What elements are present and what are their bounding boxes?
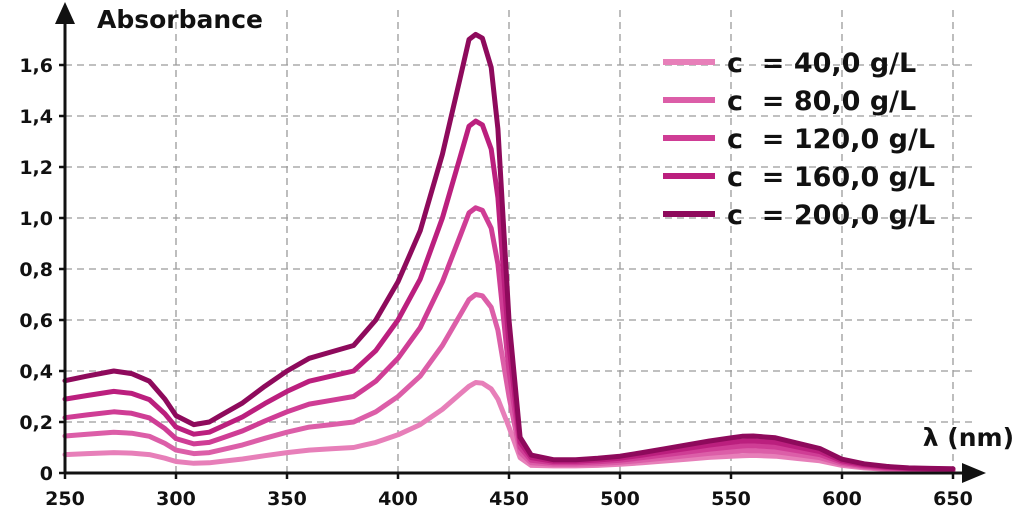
legend-label-4: c = 160,0 g/L	[727, 162, 935, 193]
y-tick-label-0: 0	[40, 463, 53, 485]
series-line-2	[62, 292, 956, 473]
x-tick-label-2: 350	[267, 488, 307, 510]
series-line-3	[62, 205, 956, 473]
legend-label-5: c = 200,0 g/L	[727, 200, 935, 231]
x-tick-label-7: 600	[822, 488, 862, 510]
x-tick-label-1: 300	[156, 488, 196, 510]
y-axis-arrow	[55, 2, 75, 24]
legend: c = 40,0 g/L c = 80,0 g/L c = 120,0 g/L c =…	[663, 48, 935, 231]
series-line-5	[62, 31, 956, 472]
x-tick-label-5: 500	[600, 488, 640, 510]
y-tick-label-2: 0,4	[19, 361, 53, 383]
y-tick-label-1: 0,2	[19, 412, 53, 434]
x-axis-title: λ (nm)	[923, 423, 1014, 452]
y-tick-label-3: 0,6	[19, 310, 53, 332]
series-lines	[62, 31, 956, 474]
axes	[55, 2, 986, 483]
y-tick-label-6: 1,2	[19, 157, 53, 179]
legend-label-2: c = 80,0 g/L	[727, 86, 916, 117]
series-line-4	[62, 118, 956, 472]
series-line-1	[62, 380, 956, 474]
x-tick-label-4: 450	[489, 488, 529, 510]
x-tick-label-3: 400	[378, 488, 418, 510]
y-tick-label-4: 0,8	[19, 259, 53, 281]
legend-label-1: c = 40,0 g/L	[727, 48, 916, 79]
x-tick-label-8: 650	[933, 488, 973, 510]
y-tick-label-5: 1,0	[19, 208, 53, 230]
y-tick-label-7: 1,4	[19, 106, 53, 128]
x-axis-arrow	[962, 463, 986, 483]
grid	[65, 10, 975, 473]
x-tick-label-0: 250	[45, 488, 85, 510]
tick-labels: 0 0,2 0,4 0,6 0,8 1,0 1,2 1,4 1,6 250 300 350 400 450…	[19, 55, 973, 510]
x-tick-label-6: 550	[711, 488, 751, 510]
y-tick-label-8: 1,6	[19, 55, 53, 77]
legend-label-3: c = 120,0 g/L	[727, 124, 935, 155]
y-axis-title: Absorbance	[97, 5, 263, 34]
